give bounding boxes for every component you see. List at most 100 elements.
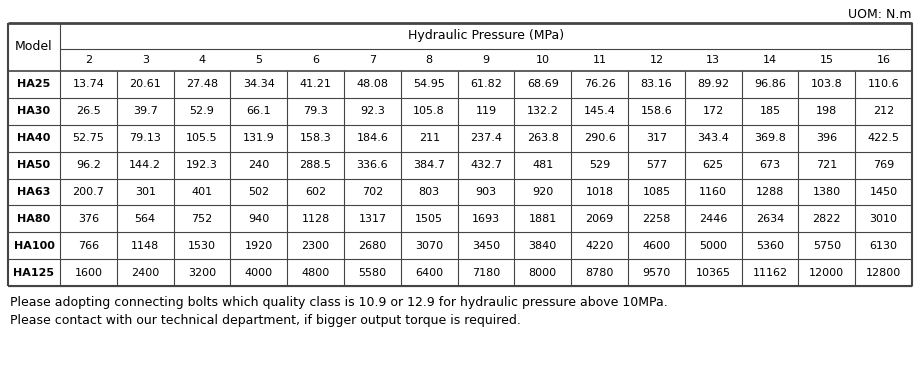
Text: 211: 211 — [418, 133, 439, 143]
Text: 2634: 2634 — [755, 214, 783, 224]
Text: 184.6: 184.6 — [356, 133, 388, 143]
Text: 301: 301 — [134, 187, 155, 197]
Text: HA25: HA25 — [17, 79, 51, 90]
Text: 132.2: 132.2 — [527, 106, 558, 116]
Text: 52.9: 52.9 — [189, 106, 214, 116]
Text: 2258: 2258 — [641, 214, 670, 224]
Text: 502: 502 — [248, 187, 269, 197]
Text: 481: 481 — [531, 160, 553, 170]
Text: 3: 3 — [142, 55, 149, 65]
Text: 317: 317 — [645, 133, 666, 143]
Text: 131.9: 131.9 — [243, 133, 275, 143]
Text: HA63: HA63 — [17, 187, 51, 197]
Text: 13: 13 — [706, 55, 720, 65]
Text: 105.5: 105.5 — [186, 133, 218, 143]
Text: 4: 4 — [199, 55, 205, 65]
Text: 343.4: 343.4 — [697, 133, 729, 143]
Text: 529: 529 — [588, 160, 609, 170]
Text: 41.21: 41.21 — [300, 79, 331, 90]
Text: 16: 16 — [876, 55, 890, 65]
Text: 422.5: 422.5 — [867, 133, 899, 143]
Text: 20.61: 20.61 — [130, 79, 161, 90]
Text: 4800: 4800 — [301, 268, 329, 277]
Text: 5580: 5580 — [357, 268, 386, 277]
Text: 432.7: 432.7 — [470, 160, 502, 170]
Text: 4220: 4220 — [584, 241, 613, 251]
Text: 376: 376 — [78, 214, 99, 224]
Text: 89.92: 89.92 — [697, 79, 729, 90]
Text: 1530: 1530 — [187, 241, 216, 251]
Text: 61.82: 61.82 — [470, 79, 502, 90]
Text: 1085: 1085 — [641, 187, 670, 197]
Text: 288.5: 288.5 — [300, 160, 331, 170]
Text: 105.8: 105.8 — [413, 106, 445, 116]
Text: 673: 673 — [758, 160, 779, 170]
Text: 2300: 2300 — [301, 241, 329, 251]
Text: 185: 185 — [758, 106, 779, 116]
Text: 263.8: 263.8 — [527, 133, 558, 143]
Text: HA50: HA50 — [17, 160, 51, 170]
Text: 9: 9 — [482, 55, 489, 65]
Text: 6: 6 — [312, 55, 319, 65]
Text: 2069: 2069 — [584, 214, 613, 224]
Text: 1881: 1881 — [528, 214, 556, 224]
Text: 13.74: 13.74 — [73, 79, 104, 90]
Text: 766: 766 — [78, 241, 99, 251]
Text: 6400: 6400 — [414, 268, 443, 277]
Text: 11: 11 — [592, 55, 606, 65]
Text: 2: 2 — [85, 55, 92, 65]
Text: 172: 172 — [702, 106, 723, 116]
Text: Please contact with our technical department, if bigger output torque is require: Please contact with our technical depart… — [10, 314, 520, 327]
Text: 384.7: 384.7 — [413, 160, 445, 170]
Text: 1148: 1148 — [130, 241, 159, 251]
Text: 7180: 7180 — [471, 268, 500, 277]
Text: 940: 940 — [248, 214, 269, 224]
Text: 369.8: 369.8 — [754, 133, 785, 143]
Text: 68.69: 68.69 — [527, 79, 558, 90]
Text: 34.34: 34.34 — [243, 79, 275, 90]
Text: 2680: 2680 — [357, 241, 386, 251]
Text: Please adopting connecting bolts which quality class is 10.9 or 12.9 for hydraul: Please adopting connecting bolts which q… — [10, 296, 667, 309]
Text: 6130: 6130 — [868, 241, 897, 251]
Text: 26.5: 26.5 — [76, 106, 101, 116]
Text: 192.3: 192.3 — [186, 160, 218, 170]
Text: UOM: N.m: UOM: N.m — [847, 8, 911, 21]
Text: 903: 903 — [475, 187, 496, 197]
Text: 3200: 3200 — [187, 268, 216, 277]
Text: 8: 8 — [425, 55, 432, 65]
Text: 96.2: 96.2 — [76, 160, 101, 170]
Text: 15: 15 — [819, 55, 833, 65]
Text: 9570: 9570 — [641, 268, 670, 277]
Text: HA80: HA80 — [17, 214, 51, 224]
Text: 76.26: 76.26 — [583, 79, 615, 90]
Text: 198: 198 — [815, 106, 836, 116]
Text: 92.3: 92.3 — [359, 106, 384, 116]
Text: 79.3: 79.3 — [303, 106, 328, 116]
Text: 3450: 3450 — [471, 241, 500, 251]
Text: 602: 602 — [305, 187, 326, 197]
Text: 158.6: 158.6 — [640, 106, 672, 116]
Text: 401: 401 — [191, 187, 212, 197]
Text: 1128: 1128 — [301, 214, 329, 224]
Text: 145.4: 145.4 — [583, 106, 615, 116]
Text: 1317: 1317 — [357, 214, 386, 224]
Text: 2822: 2822 — [811, 214, 840, 224]
Text: 110.6: 110.6 — [867, 79, 899, 90]
Text: HA100: HA100 — [14, 241, 54, 251]
Text: 7: 7 — [369, 55, 376, 65]
Text: 103.8: 103.8 — [810, 79, 842, 90]
Text: 12800: 12800 — [865, 268, 901, 277]
Text: 4600: 4600 — [641, 241, 670, 251]
Text: 702: 702 — [361, 187, 382, 197]
Text: 336.6: 336.6 — [357, 160, 388, 170]
Text: 5750: 5750 — [811, 241, 840, 251]
Text: 2400: 2400 — [130, 268, 159, 277]
Text: 5360: 5360 — [755, 241, 783, 251]
Text: 1505: 1505 — [414, 214, 443, 224]
Text: 11162: 11162 — [752, 268, 787, 277]
Text: 48.08: 48.08 — [356, 79, 388, 90]
Text: 8780: 8780 — [584, 268, 613, 277]
Text: HA125: HA125 — [14, 268, 54, 277]
Text: 10: 10 — [535, 55, 550, 65]
Text: 721: 721 — [815, 160, 836, 170]
